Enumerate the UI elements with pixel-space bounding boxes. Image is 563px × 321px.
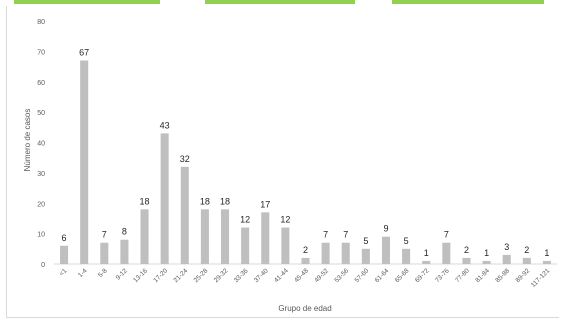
x-tick-label: 5-8 [97, 267, 109, 279]
y-tick-label: 80 [37, 19, 45, 26]
bar-value-label: 5 [363, 236, 368, 246]
y-tick-label: 10 [37, 232, 45, 239]
x-tick-label: 73-76 [434, 267, 451, 284]
x-tick-label: 89-92 [515, 267, 532, 284]
bar-value-label: 3 [504, 242, 509, 252]
x-tick-label: 13-16 [132, 267, 149, 284]
x-tick-label: 61-64 [374, 267, 391, 284]
bar [100, 242, 109, 264]
bar [140, 209, 149, 264]
bar [120, 239, 129, 264]
bar-value-label: 67 [79, 47, 89, 57]
bar [381, 236, 391, 264]
bar [442, 242, 451, 264]
bar [482, 260, 491, 264]
bars-group [60, 60, 551, 264]
x-tick-label: 53-56 [333, 267, 350, 284]
bar-value-label: 2 [464, 245, 469, 255]
bar-value-label: 8 [122, 227, 127, 237]
bar-value-label: 32 [180, 154, 190, 164]
x-tick-label: 29-32 [213, 267, 230, 284]
bar [402, 248, 411, 264]
chart-frame [6, 6, 559, 318]
bar-value-label: 18 [220, 196, 230, 206]
header-green-bar-center [205, 0, 355, 4]
x-tick-label: 17-20 [152, 267, 169, 284]
x-tick-label: 57-60 [354, 267, 371, 284]
y-tick-label: 60 [37, 80, 45, 87]
bar [220, 209, 230, 264]
bar-value-label: 12 [240, 215, 250, 225]
y-tick-label: 20 [37, 201, 45, 208]
x-tick-label: 49-52 [313, 267, 330, 284]
y-axis-ticks: 0 10 20 30 40 50 60 70 80 [37, 19, 45, 269]
y-tick-label: 70 [37, 49, 45, 56]
bar-value-label: 2 [524, 245, 529, 255]
bar-value-label: 7 [444, 230, 449, 240]
bar-value-label: 1 [484, 248, 489, 258]
y-tick-label: 50 [37, 110, 45, 117]
bar [261, 212, 270, 264]
x-tick-label: 21-24 [172, 267, 189, 284]
bar [542, 260, 551, 264]
bar [160, 133, 169, 264]
x-tick-label: 69-72 [414, 267, 431, 284]
bar [361, 248, 370, 264]
bar-value-label: 2 [303, 245, 308, 255]
bar-value-label: 7 [323, 230, 328, 240]
bar-value-label: 1 [544, 248, 549, 258]
x-tick-label: 41-44 [273, 267, 290, 284]
x-tick-label: 81-84 [474, 267, 491, 284]
x-tick-label: 117-121 [530, 267, 552, 289]
x-axis-ticks: <1 1-4 5-8 9-12 13-16 17-20 21-24 25-28 29-32 33-… [58, 267, 551, 289]
bar-value-label: 12 [280, 215, 290, 225]
x-tick-label: 77-80 [454, 267, 471, 284]
x-axis-label: Grupo de edad [278, 304, 331, 313]
header-green-bar-left [14, 0, 160, 4]
bar [60, 245, 69, 264]
x-tick-label: 25-28 [193, 267, 210, 284]
bar-value-label: 5 [404, 236, 409, 246]
bar-value-label: 43 [160, 120, 170, 130]
bar [321, 242, 330, 264]
y-tick-label: 40 [37, 141, 45, 148]
bar-value-label: 9 [383, 224, 388, 234]
x-tick-label: <1 [58, 267, 68, 277]
bar [462, 257, 471, 264]
bar [241, 227, 250, 264]
bar-value-label: 1 [424, 248, 429, 258]
y-axis-label: Número de casos [23, 109, 32, 172]
x-tick-label: 33-36 [233, 267, 250, 284]
bar [341, 242, 350, 264]
bar [502, 254, 511, 264]
x-tick-label: 85-88 [494, 267, 511, 284]
x-tick-label: 37-40 [253, 267, 270, 284]
bar [180, 166, 189, 264]
bar-value-label: 17 [260, 199, 270, 209]
bar-value-label: 7 [343, 230, 348, 240]
x-tick-label: 9-12 [115, 267, 129, 281]
header-green-bar-right [392, 0, 544, 4]
y-tick-label: 30 [37, 171, 45, 178]
bar [200, 209, 209, 264]
bar-value-label: 18 [200, 196, 210, 206]
bar [281, 227, 290, 264]
x-tick-label: 45-48 [293, 267, 310, 284]
bar [422, 260, 431, 264]
bar-value-label: 6 [62, 233, 67, 243]
bar [80, 60, 89, 264]
y-tick-label: 0 [41, 262, 45, 269]
bar [301, 257, 310, 264]
bar-value-label: 18 [140, 196, 150, 206]
x-tick-label: 65-68 [394, 267, 411, 284]
x-tick-label: 1-4 [77, 267, 89, 279]
bar [522, 257, 531, 264]
bar-value-label: 7 [102, 230, 107, 240]
